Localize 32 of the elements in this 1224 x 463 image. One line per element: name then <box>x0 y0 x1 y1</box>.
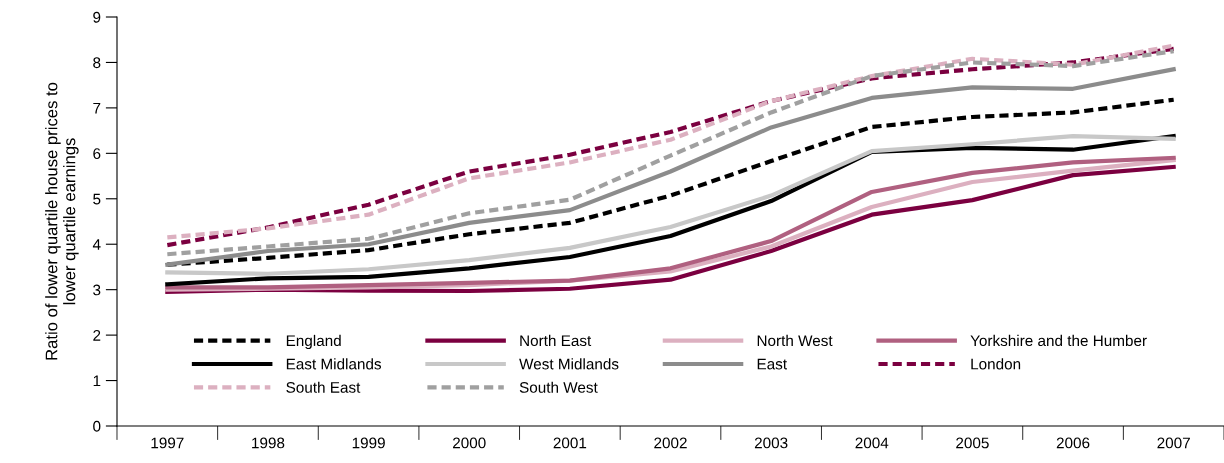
y-tick-label: 0 <box>93 420 101 432</box>
y-tick-label: 9 <box>93 11 101 23</box>
y-tick-label: 4 <box>92 239 101 250</box>
x-tick-label: 2001 <box>553 437 587 449</box>
legend-label: South West <box>519 381 598 393</box>
y-tick-label: 1 <box>93 375 101 387</box>
x-tick-label: 2004 <box>855 437 889 449</box>
y-tick-label: 5 <box>93 193 101 205</box>
legend-label: East Midlands <box>286 358 382 370</box>
x-tick-label: 2006 <box>1056 437 1090 449</box>
y-axis-title: Ratio of lower quartile house prices to lower quartile earnings <box>45 82 79 360</box>
legend-label: London <box>971 358 1021 370</box>
legend-label: East <box>757 358 787 370</box>
y-tick-label: 2 <box>93 329 101 341</box>
legend-label: Yorkshire and the Humber <box>970 334 1147 347</box>
x-tick-label: 2000 <box>453 437 486 449</box>
x-tick-label: 2003 <box>754 437 788 449</box>
x-tick-label: 2005 <box>956 437 989 449</box>
legend-label: North West <box>757 334 833 347</box>
y-tick-label: 7 <box>93 102 101 114</box>
y-tick-label: 6 <box>93 148 101 160</box>
legend-label: South East <box>286 381 361 393</box>
legend-label: England <box>286 334 341 350</box>
x-tick-label: 2002 <box>654 437 687 449</box>
legend-label: West Midlands <box>519 358 619 370</box>
x-tick-label: 1999 <box>352 437 385 449</box>
legend-label: North East <box>520 334 592 347</box>
y-tick-label: 8 <box>93 57 101 69</box>
x-tick-label: 1998 <box>252 437 285 449</box>
x-tick-label: 1997 <box>151 437 184 449</box>
x-tick-label: 2007 <box>1157 437 1190 449</box>
y-tick-label: 3 <box>93 284 101 296</box>
